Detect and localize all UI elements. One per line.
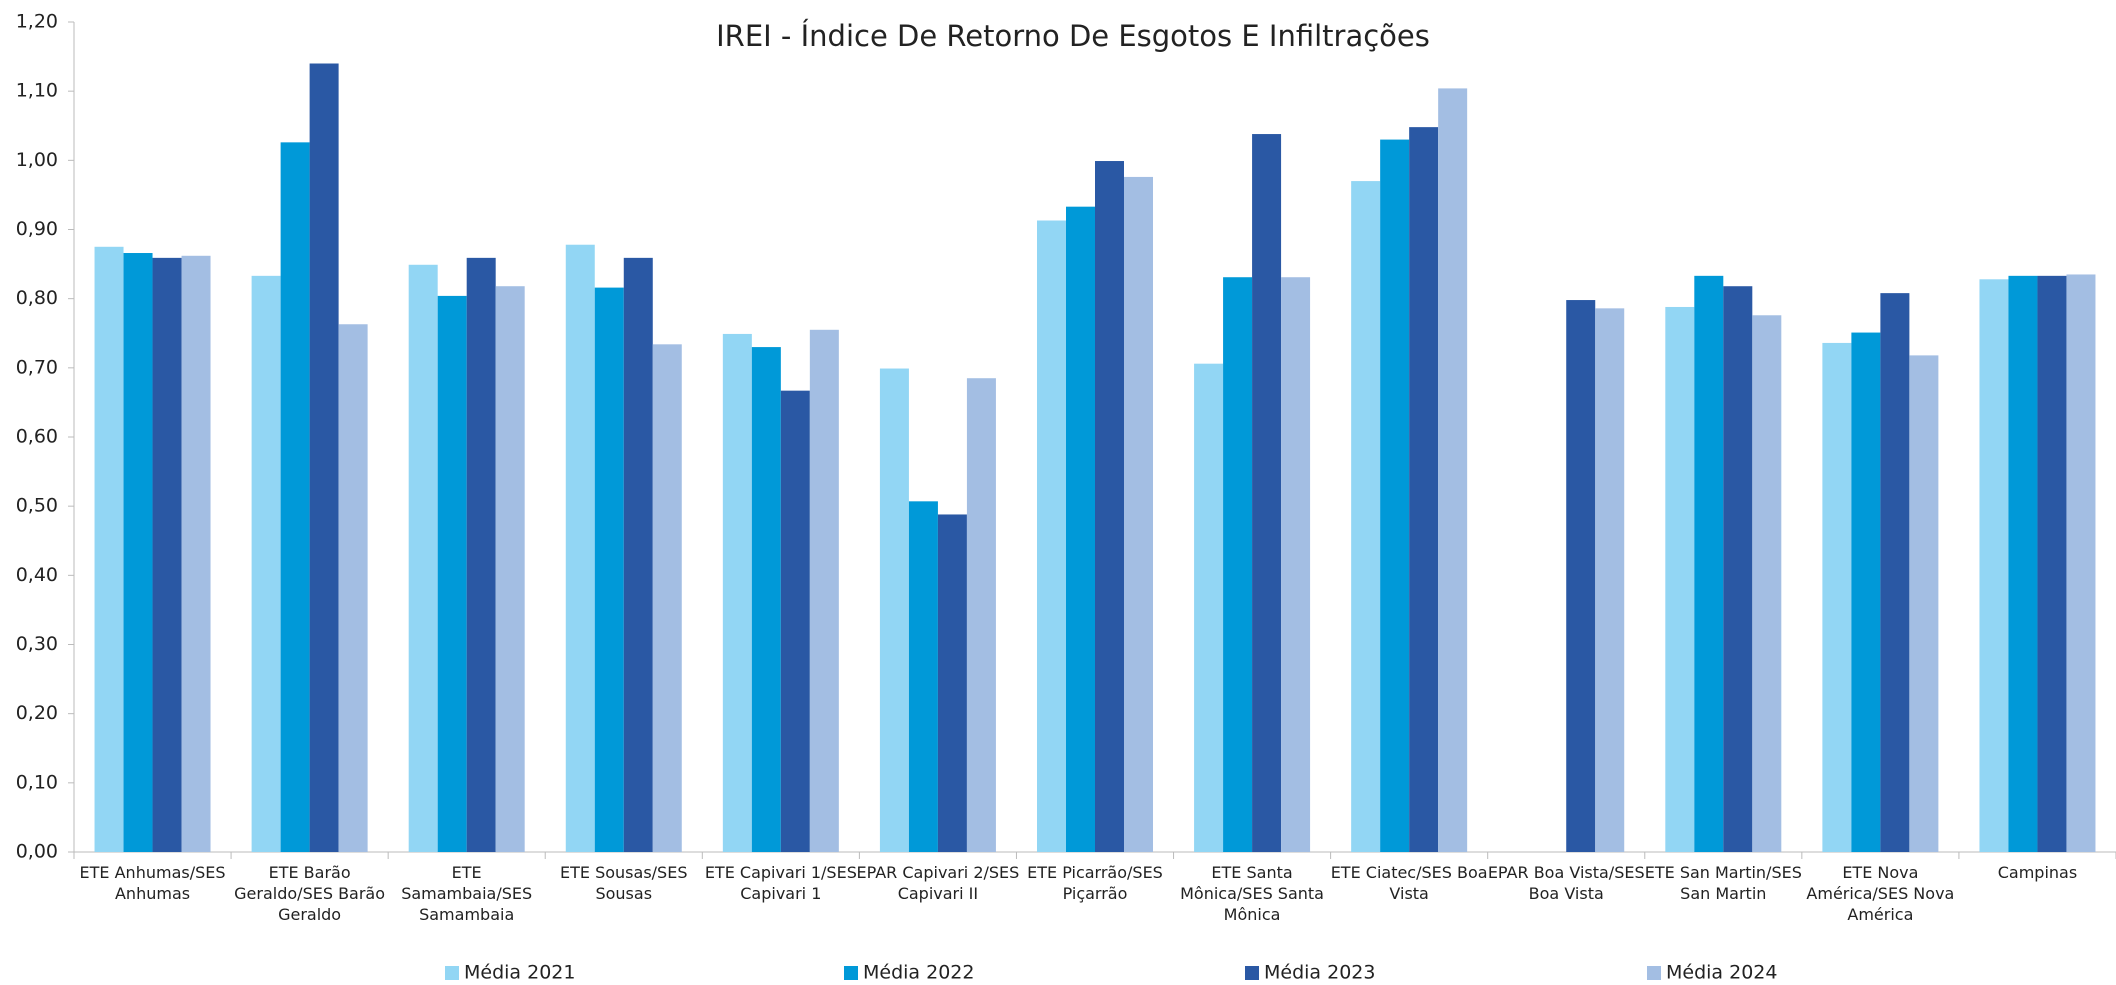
bar (1252, 134, 1282, 853)
x-tick-label: Campinas (1997, 863, 2078, 882)
bar (722, 333, 752, 853)
bar (594, 287, 624, 853)
bar (1037, 220, 1066, 853)
y-tick-label: 0,60 (16, 426, 58, 448)
x-tick-label: EPAR Capivari 2/SES Capivari II (856, 863, 1020, 903)
bar (181, 255, 211, 853)
bar (466, 257, 496, 852)
bar (437, 295, 467, 852)
bar (1909, 355, 1939, 852)
bar (1665, 306, 1695, 852)
y-tick-label: 0,10 (16, 771, 58, 793)
chart-title: IREI - Índice De Retorno De Esgotos E In… (716, 19, 1430, 53)
bar (2037, 275, 2067, 852)
bar (1380, 139, 1410, 853)
bar (1851, 332, 1881, 852)
bar (1066, 206, 1095, 853)
y-tick-label: 0,00 (16, 841, 58, 863)
legend-swatch (445, 966, 459, 980)
bar (1694, 275, 1724, 852)
x-tick-label: ETE Barão Geraldo/SES Barão Geraldo (234, 863, 386, 924)
x-tick-label: ETE Anhumas/SES Anhumas (79, 863, 226, 903)
bar (280, 142, 310, 853)
x-tick-label: ETE Samambaia/SES Samambaia (401, 863, 533, 924)
bar (1124, 176, 1153, 852)
bar (1723, 286, 1753, 852)
y-tick-label: 1,10 (16, 80, 58, 102)
legend-label: Média 2024 (1666, 962, 1777, 984)
x-tick-label: ETE Picarrão/SES Piçarrão (1027, 863, 1163, 903)
bar (1351, 181, 1381, 853)
bar (408, 264, 438, 852)
bar (123, 253, 153, 852)
legend-label: Média 2023 (1264, 962, 1375, 984)
bar (1409, 127, 1439, 853)
bar (1752, 315, 1782, 852)
y-tick-label: 0,40 (16, 564, 58, 586)
x-tick-label: ETE Nova América/SES Nova América (1806, 863, 1955, 924)
legend-label: Média 2022 (863, 962, 974, 984)
y-tick-label: 0,90 (16, 218, 58, 240)
x-tick-label: ETE Sousas/SES Sousas (560, 863, 688, 903)
legend-label: Média 2021 (464, 962, 575, 984)
bar (966, 378, 996, 852)
bar (1566, 300, 1596, 852)
bar (1095, 161, 1124, 852)
x-tick-label: EPAR Boa Vista/SES Boa Vista (1487, 863, 1645, 903)
x-tick-label: ETE Ciatec/SES Boa Vista (1330, 863, 1488, 903)
bar (565, 244, 595, 852)
bar (338, 324, 368, 853)
x-tick-label: ETE Capivari 1/SES Capivari 1 (704, 863, 857, 903)
y-tick-label: 0,20 (16, 702, 58, 724)
y-tick-label: 0,70 (16, 356, 58, 378)
legend-swatch (1647, 966, 1661, 980)
bar (652, 344, 682, 852)
y-tick-label: 1,20 (16, 11, 58, 33)
x-tick-label: ETE Santa Mônica/SES Santa Mônica (1180, 863, 1324, 924)
bar (780, 390, 810, 852)
bar (809, 329, 839, 853)
bar (1822, 342, 1852, 852)
bar (937, 514, 967, 852)
bar (152, 257, 182, 852)
bar (94, 246, 124, 852)
bar (879, 368, 909, 852)
bar (1223, 277, 1253, 853)
y-tick-label: 0,80 (16, 287, 58, 309)
bar (1979, 279, 2009, 852)
bar (1880, 293, 1910, 853)
legend-swatch (1245, 966, 1259, 980)
legend-swatch (844, 966, 858, 980)
y-tick-label: 0,30 (16, 633, 58, 655)
bar (1438, 88, 1468, 852)
bar (495, 286, 525, 852)
bar (2066, 274, 2096, 852)
bar (1595, 308, 1625, 853)
bar (908, 501, 938, 852)
bar (1194, 363, 1224, 852)
x-tick-label: ETE San Martin/SES San Martin (1644, 863, 1802, 903)
y-tick-label: 0,50 (16, 495, 58, 517)
y-tick-label: 1,00 (16, 149, 58, 171)
bar (623, 257, 653, 852)
bar (251, 275, 281, 852)
bar (309, 63, 339, 852)
bar (2008, 275, 2038, 852)
bar (1281, 277, 1311, 853)
bar (751, 347, 781, 852)
